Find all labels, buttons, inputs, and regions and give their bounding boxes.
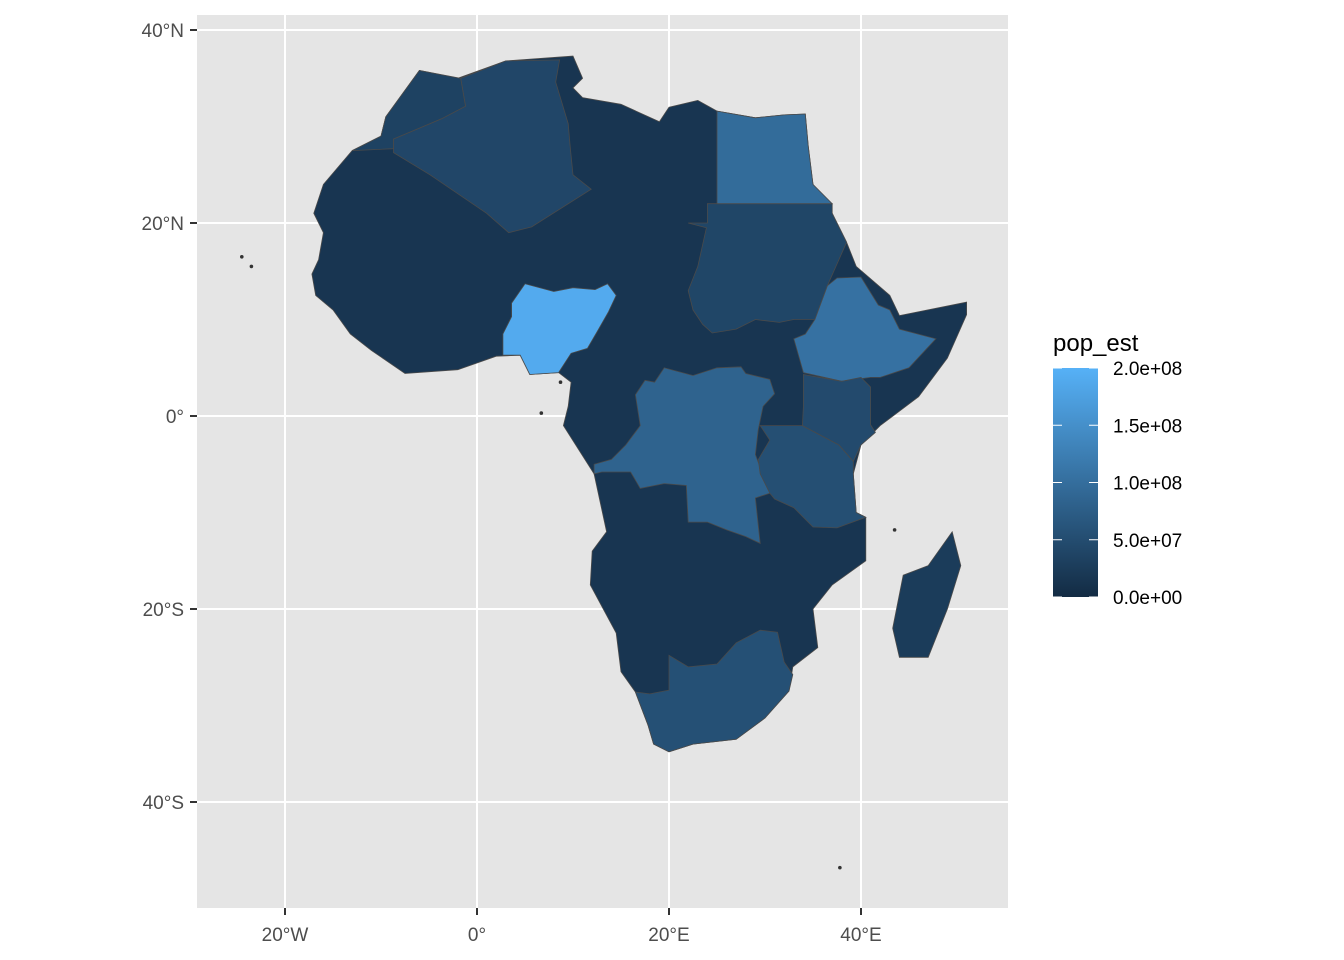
y-tick-label: 40°N	[142, 21, 184, 42]
countries	[240, 55, 967, 870]
x-tick-label: 0°	[468, 925, 486, 946]
region-dem-rep-congo	[593, 366, 776, 545]
island	[240, 254, 244, 259]
island	[838, 865, 842, 870]
legend-title: pop_est	[1053, 330, 1139, 357]
x-tick-label: 40°E	[840, 925, 881, 946]
y-tick-label: 20°S	[143, 600, 184, 621]
region-nigeria	[502, 283, 617, 375]
region-egypt	[716, 110, 834, 205]
legend-label: 5.0e+07	[1113, 531, 1182, 552]
legend-label: 2.0e+08	[1113, 359, 1182, 380]
region-kenya	[801, 374, 876, 463]
x-tick-label: 20°W	[262, 925, 309, 946]
island	[539, 411, 544, 415]
region-madagascar	[892, 530, 962, 658]
x-tick-label: 20°E	[648, 925, 689, 946]
y-tick-label: 40°S	[143, 793, 184, 814]
region-morocco	[352, 70, 466, 151]
legend: pop_est 2.0e+08 1.5e+08 1.0e+08 5.0e+07 0.0e…	[1053, 330, 1182, 609]
legend-label: 1.5e+08	[1113, 416, 1182, 437]
legend-label: 0.0e+00	[1113, 588, 1182, 609]
y-tick-label: 0°	[166, 407, 184, 428]
island	[558, 380, 563, 385]
island	[249, 264, 254, 269]
axes: 20°W 0° 20°E 40°E 40°N 20°N 0° 20°S 40°S	[142, 21, 882, 946]
island	[892, 528, 897, 532]
y-tick-label: 20°N	[142, 214, 184, 235]
region-south-africa	[634, 629, 794, 753]
legend-label: 1.0e+08	[1113, 474, 1182, 495]
